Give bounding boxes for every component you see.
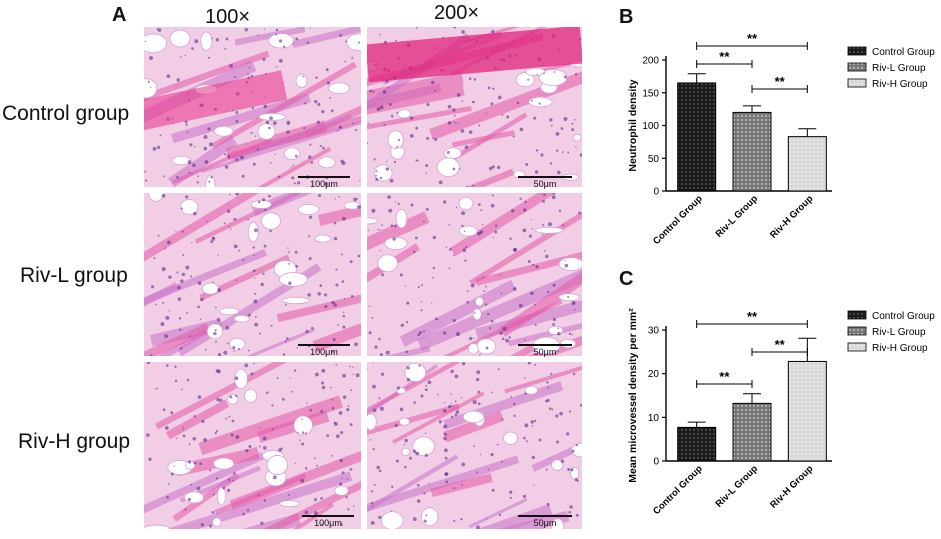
y-tick-label: 150 [642,88,659,99]
y-axis-label: Mean microvessel density per mm² [627,308,639,483]
bar [677,82,717,192]
legend-swatch [847,310,867,320]
scale-label: 100μm [310,347,338,357]
row-label-riv-h: Riv-H group [18,430,131,453]
scale-bar-100um: 100μm [298,344,350,357]
y-tick-label: 50 [648,154,660,165]
panel-b-label: B [619,6,634,28]
significance-label: ** [719,49,730,64]
scale-bar-100um: 100μm [302,515,354,528]
scale-bar-100um: 100μm [298,176,350,189]
significance-label: ** [775,337,786,352]
legend-label: Riv-L Group [872,63,926,74]
x-tick-label: Riv-H Group [768,463,815,510]
micrograph-rivh-200x [367,362,582,529]
significance-label: ** [747,31,758,46]
bar [787,136,827,192]
legend-swatch [847,62,867,72]
bar [732,402,772,462]
neutrophil-density-chart: 0 50 100 150 200 Neutrophil density Control Gr… [627,31,935,247]
scale-bar-50um: 50μm [518,176,572,189]
significance-label: ** [775,74,786,89]
legend-swatch [847,326,867,336]
magnification-100x: 100× [205,6,251,28]
row-label-control: Control group [2,102,130,125]
legend-label: Riv-H Group [872,343,928,354]
legend-label: Control Group [872,47,935,58]
legend-label: Riv-L Group [872,327,926,338]
significance-label: ** [747,309,758,324]
microvessel-density-chart: 0 10 20 30 Mean microvessel density per mm² C… [627,308,935,517]
legend-label: Riv-H Group [872,79,928,90]
y-tick-label: 0 [653,457,659,468]
x-tick-label: Riv-H Group [768,193,815,240]
scale-label: 100μm [310,179,338,189]
row-label-riv-l: Riv-L group [20,264,128,287]
x-tick-label: Riv-L Group [714,463,761,510]
micrograph-control-100x [144,27,361,187]
y-tick-label: 30 [648,326,660,337]
bar [787,360,827,462]
y-tick-label: 200 [642,56,659,67]
x-tick-label: Control Group [651,463,705,517]
scale-label: 100μm [314,518,342,528]
y-tick-label: 100 [642,121,659,132]
y-tick-label: 0 [653,187,659,198]
micrograph-control-200x [367,27,582,187]
y-tick-label: 20 [648,369,660,380]
bar [732,111,772,192]
micrograph-rivl-200x [367,193,582,356]
panel-a-label: A [112,4,127,26]
bar [677,426,717,462]
x-tick-label: Riv-L Group [714,193,761,240]
magnification-200x: 200× [434,2,480,24]
significance-label: ** [719,369,730,384]
micrograph-rivl-100x [144,193,361,356]
scale-label: 50μm [533,518,557,528]
scale-bar-50um: 50μm [518,344,572,357]
scale-bar-50um: 50μm [518,515,572,528]
panel-c-label: C [619,268,634,290]
scale-label: 50μm [533,347,557,357]
legend-swatch [847,342,867,352]
legend-swatch [847,78,867,88]
scale-label: 50μm [533,179,557,189]
legend-swatch [847,46,867,56]
y-axis-label: Neutrophil density [627,79,639,171]
micrograph-rivh-100x [144,362,361,529]
x-tick-label: Control Group [651,193,705,247]
y-tick-label: 10 [648,413,660,424]
legend-label: Control Group [872,311,935,322]
